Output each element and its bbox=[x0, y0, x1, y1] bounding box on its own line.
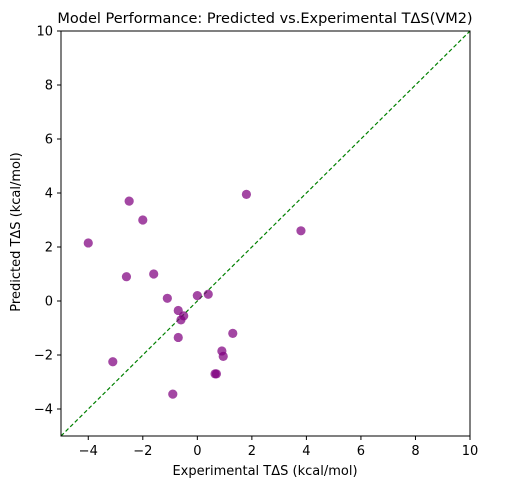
data-point bbox=[138, 215, 148, 225]
y-tick-label: 6 bbox=[45, 133, 53, 148]
y-tick-label: 2 bbox=[45, 241, 53, 256]
data-point bbox=[241, 189, 252, 199]
data-point bbox=[121, 272, 132, 282]
chart-title: Model Performance: Predicted vs.Experime… bbox=[57, 11, 472, 27]
data-point bbox=[173, 332, 183, 343]
y-tick-label: 10 bbox=[36, 25, 53, 40]
data-point bbox=[108, 357, 118, 367]
data-point bbox=[124, 196, 134, 206]
data-point bbox=[211, 369, 222, 379]
data-point bbox=[228, 328, 238, 338]
y-tick-label: −4 bbox=[34, 403, 53, 418]
x-tick-label: 6 bbox=[357, 444, 365, 459]
axes-frame bbox=[60, 30, 471, 437]
y-tick-label: 0 bbox=[45, 295, 53, 310]
x-tick-label: 8 bbox=[411, 444, 419, 459]
data-point bbox=[192, 291, 202, 301]
y-axis-title: Predicted TΔS (kcal/mol) bbox=[9, 152, 24, 311]
data-point bbox=[203, 289, 213, 299]
x-tick-label: 2 bbox=[248, 444, 256, 459]
y-tick-label: 8 bbox=[45, 79, 53, 94]
data-point bbox=[179, 311, 189, 321]
y-tick-label: −2 bbox=[34, 349, 53, 364]
x-tick-label: 10 bbox=[462, 444, 479, 459]
reference-line bbox=[61, 31, 470, 436]
data-point bbox=[218, 351, 228, 361]
x-tick-label: −4 bbox=[79, 444, 98, 459]
data-point bbox=[168, 389, 178, 399]
x-axis-title: Experimental TΔS (kcal/mol) bbox=[172, 464, 357, 479]
data-point bbox=[296, 226, 306, 236]
y-tick-label: 4 bbox=[45, 187, 53, 202]
plot-area: −4 −2 0 2 4 6 8 10 −4 −2 0 2 4 6 8 10 bbox=[34, 25, 478, 460]
x-tick-label: 4 bbox=[302, 444, 310, 459]
x-tick-label: 0 bbox=[193, 444, 201, 459]
data-point bbox=[149, 269, 159, 279]
data-point bbox=[162, 293, 172, 303]
x-tick-label: −2 bbox=[133, 444, 152, 459]
data-point bbox=[83, 238, 93, 248]
